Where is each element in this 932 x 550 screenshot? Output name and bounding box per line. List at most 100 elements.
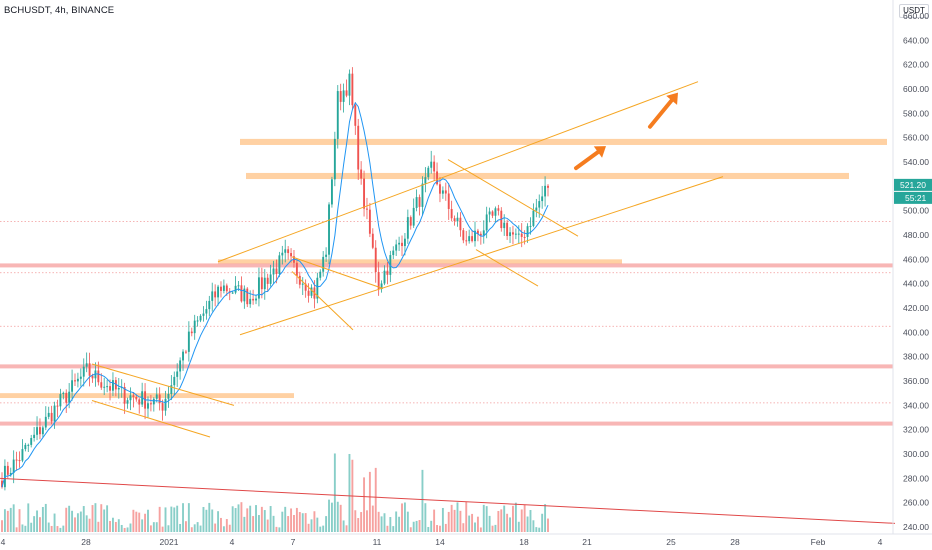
volume-bar [170, 506, 173, 532]
candle-body [295, 262, 298, 276]
candle-body [196, 320, 199, 322]
volume-bar [398, 516, 401, 532]
volume-bar [447, 511, 450, 532]
channel-line [239, 176, 724, 336]
volume-bar [109, 520, 111, 532]
volume-bar [281, 511, 284, 532]
volume-bar [164, 507, 167, 532]
volume-bar [383, 513, 386, 532]
resistance-line [0, 364, 893, 369]
candle-body [100, 382, 103, 388]
volume-bar [368, 471, 371, 532]
x-tick-label: 28 [730, 537, 740, 547]
volume-bars [1, 453, 549, 532]
y-tick-label: 440.00 [903, 279, 929, 289]
candle-body [109, 386, 111, 391]
candle-body [97, 370, 100, 383]
volume-bar [112, 517, 114, 532]
candle-body [535, 207, 538, 211]
candle-body [491, 211, 494, 216]
volume-bar [94, 503, 97, 532]
volume-bar [290, 508, 293, 532]
candle-body [336, 91, 339, 139]
candle-body [456, 217, 459, 222]
candle-body [468, 236, 471, 242]
volume-bar [211, 509, 214, 532]
currency-label[interactable]: USDT [899, 4, 929, 18]
arrow-head [593, 146, 606, 158]
candle-body [342, 90, 345, 102]
candle-body [406, 217, 409, 239]
volume-bar [12, 504, 15, 532]
candle-body [59, 394, 62, 407]
candle-body [290, 253, 293, 257]
volume-bar [278, 527, 281, 532]
y-tick-label: 460.00 [903, 254, 929, 264]
volume-bar [287, 516, 290, 532]
candle-body [360, 169, 363, 179]
volume-bar [217, 511, 220, 532]
volume-bar [357, 518, 360, 532]
volume-bar [114, 521, 117, 532]
candle-body [21, 449, 24, 461]
volume-bar [237, 504, 240, 532]
volume-bar [465, 502, 468, 532]
y-tick-label: 660.00 [903, 11, 929, 21]
candle-body [91, 375, 94, 379]
volume-bar [418, 520, 421, 532]
candle-body [541, 196, 544, 202]
candle-body [149, 403, 152, 405]
candle-body [222, 285, 225, 291]
candle-body [354, 105, 357, 126]
x-tick-label: 18 [519, 537, 529, 547]
candle-body [328, 204, 330, 255]
candle-body [257, 277, 260, 299]
candle-body [351, 73, 354, 106]
volume-bar [433, 509, 436, 532]
volume-bar [444, 523, 447, 532]
candle-body [39, 427, 41, 435]
volume-bar [427, 526, 430, 532]
trend-lines [0, 81, 896, 524]
candle-body [520, 233, 523, 237]
volume-bar [377, 511, 380, 532]
candle-body [395, 244, 398, 251]
price-axis[interactable]: 240.00 260.00 280.00 300.00 320.00 340.00 360.… [892, 0, 932, 534]
volume-bar [76, 513, 79, 532]
volume-bar [18, 509, 21, 532]
volume-bar [439, 525, 441, 532]
volume-bar [255, 505, 257, 532]
volume-bar [345, 525, 348, 532]
candle-body [30, 437, 33, 445]
candle-body [9, 473, 12, 475]
time-axis[interactable]: 4 28 2021 4 7 11 14 18 21 25 28 Feb 4 [0, 533, 932, 547]
volume-bar [246, 508, 249, 532]
volume-bar [222, 526, 225, 532]
volume-bar [199, 525, 202, 532]
candle-body [304, 283, 307, 291]
volume-trend-line [0, 477, 896, 524]
zone-band [0, 393, 294, 399]
volume-bar [325, 516, 328, 532]
countdown-label: 55:21 [905, 193, 927, 203]
candle-body [547, 185, 549, 188]
volume-bar [517, 521, 520, 532]
countdown-badge [894, 191, 932, 204]
volume-bar [205, 509, 208, 532]
volume-bar [482, 504, 485, 532]
volume-bar [535, 527, 538, 532]
candle-body [255, 298, 257, 301]
x-tick-label: 4 [230, 537, 235, 547]
candle-body [333, 138, 336, 180]
volume-bar [74, 517, 76, 532]
volume-bar [471, 513, 474, 532]
candle-body [263, 277, 266, 290]
candle-body [494, 208, 497, 216]
volume-bar [9, 507, 12, 532]
candle-body [252, 298, 255, 301]
pennant-line [91, 363, 235, 406]
volume-bar [415, 520, 418, 532]
resistance-line [0, 263, 893, 268]
x-tick-label: Feb [811, 537, 826, 547]
